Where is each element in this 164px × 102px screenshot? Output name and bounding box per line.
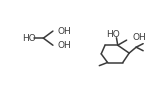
Text: OH: OH (132, 33, 146, 42)
Text: HO: HO (106, 30, 120, 39)
Text: HO: HO (22, 34, 36, 43)
Text: OH: OH (58, 41, 72, 50)
Text: OH: OH (58, 27, 72, 36)
